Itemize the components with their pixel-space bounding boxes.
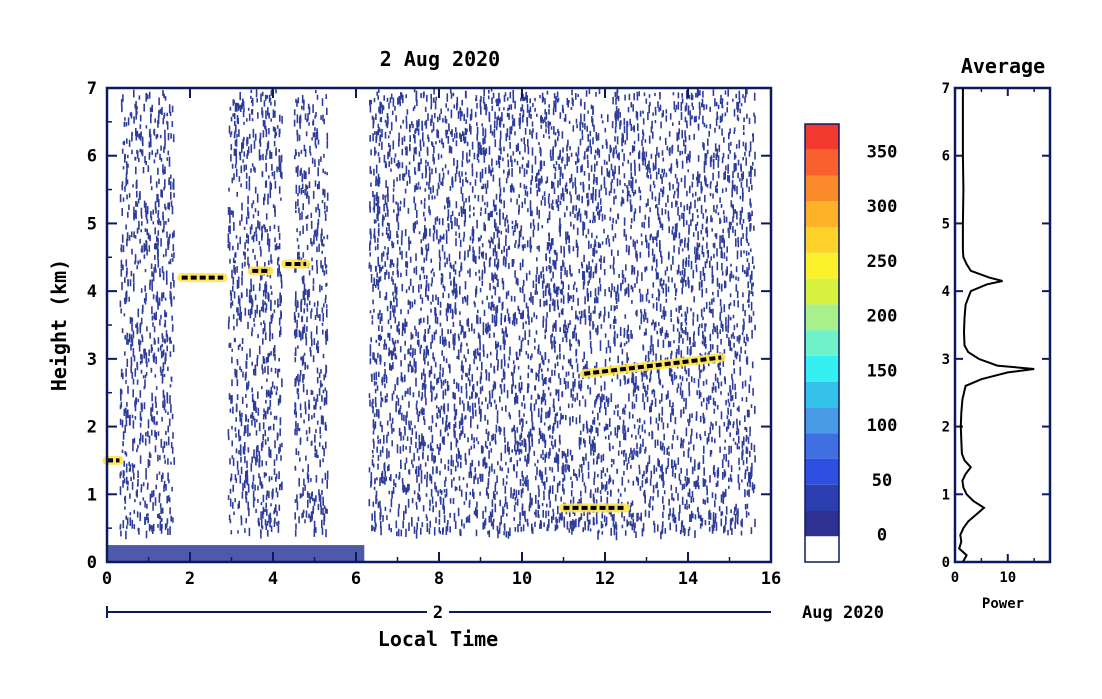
colorbar <box>805 124 839 562</box>
profile-x-label: Power <box>982 596 1024 612</box>
colorbar-swatch <box>805 433 839 459</box>
colorbar-tick-label: 300 <box>867 197 898 217</box>
y-tick-label: 6 <box>87 147 97 167</box>
x-tick-label: 16 <box>761 569 781 589</box>
colorbar-swatch <box>805 484 839 511</box>
profile-y-tick-label: 6 <box>942 149 950 165</box>
date-label-bg <box>427 602 449 622</box>
y-tick-label: 2 <box>87 418 97 438</box>
noise-speckle <box>119 88 756 541</box>
colorbar-swatch <box>805 381 839 408</box>
profile-axes: 0 1 2 3 4 5 6 7 0 10 <box>942 81 1050 586</box>
colorbar-swatch <box>805 149 839 176</box>
profile-y-tick-label: 5 <box>942 216 950 232</box>
profile-y-tick-label: 3 <box>942 352 950 368</box>
x-tick-label: 14 <box>678 569 698 589</box>
colorbar-swatch <box>805 227 839 253</box>
profile-y-tick-label: 2 <box>942 420 950 436</box>
profile-y-tick-label: 7 <box>942 81 950 97</box>
y-axis-label: Height (km) <box>47 259 71 391</box>
colorbar-swatch <box>805 355 839 382</box>
colorbar-swatch <box>805 330 839 356</box>
colorbar-swatch <box>805 304 839 331</box>
y-tick-label: 0 <box>87 553 97 573</box>
x-tick-label: 4 <box>268 569 278 589</box>
colorbar-tick-label: 100 <box>867 416 898 436</box>
x-tick-label: 12 <box>595 569 615 589</box>
profile-y-tick-label: 0 <box>942 555 950 571</box>
colorbar-swatch <box>805 407 839 434</box>
colorbar-swatch <box>805 201 839 228</box>
colorbar-ticks: 0 50 100 150 200 250 300 350 <box>867 142 898 545</box>
profile-frame <box>953 86 1052 564</box>
x-tick-label: 2 <box>185 569 195 589</box>
x-axis-label: Local Time <box>378 627 498 651</box>
colorbar-swatch <box>805 175 839 202</box>
colorbar-frame <box>804 123 840 563</box>
y-tick-label: 5 <box>87 214 97 234</box>
y-tick-label: 1 <box>87 485 97 505</box>
colorbar-tick-label: 200 <box>867 307 898 327</box>
profile-x-tick-label: 0 <box>951 570 959 586</box>
profile-title: Average <box>961 54 1045 78</box>
y-tick-label: 7 <box>87 79 97 99</box>
date-month-label: Aug 2020 <box>802 603 884 623</box>
profile-series-line <box>958 88 1035 563</box>
colorbar-tick-label: 0 <box>877 526 887 546</box>
echo-layer <box>584 355 722 376</box>
surface-layer <box>107 545 365 562</box>
x-tick-label: 10 <box>512 569 532 589</box>
main-title: 2 Aug 2020 <box>380 47 500 71</box>
x-tick-label: 6 <box>351 569 361 589</box>
colorbar-tick-label: 350 <box>867 142 898 162</box>
colorbar-tick-label: 50 <box>872 471 892 491</box>
date-day-label: 2 <box>433 603 443 623</box>
profile-y-tick-label: 1 <box>942 487 950 503</box>
colorbar-tick-label: 150 <box>867 361 898 381</box>
colorbar-swatch <box>805 124 839 150</box>
y-tick-label: 3 <box>87 350 97 370</box>
colorbar-swatch <box>805 278 839 305</box>
x-tick-label: 8 <box>434 569 444 589</box>
x-tick-label: 0 <box>102 569 112 589</box>
profile-x-tick-label: 10 <box>999 570 1016 586</box>
profile-y-tick-label: 4 <box>942 284 950 300</box>
colorbar-tick-label: 250 <box>867 252 898 272</box>
heatmap-plot <box>102 88 756 562</box>
colorbar-swatch <box>805 536 839 562</box>
colorbar-swatch <box>805 458 839 485</box>
y-tick-label: 4 <box>87 282 97 302</box>
colorbar-swatch <box>805 510 839 537</box>
colorbar-swatch <box>805 252 839 279</box>
